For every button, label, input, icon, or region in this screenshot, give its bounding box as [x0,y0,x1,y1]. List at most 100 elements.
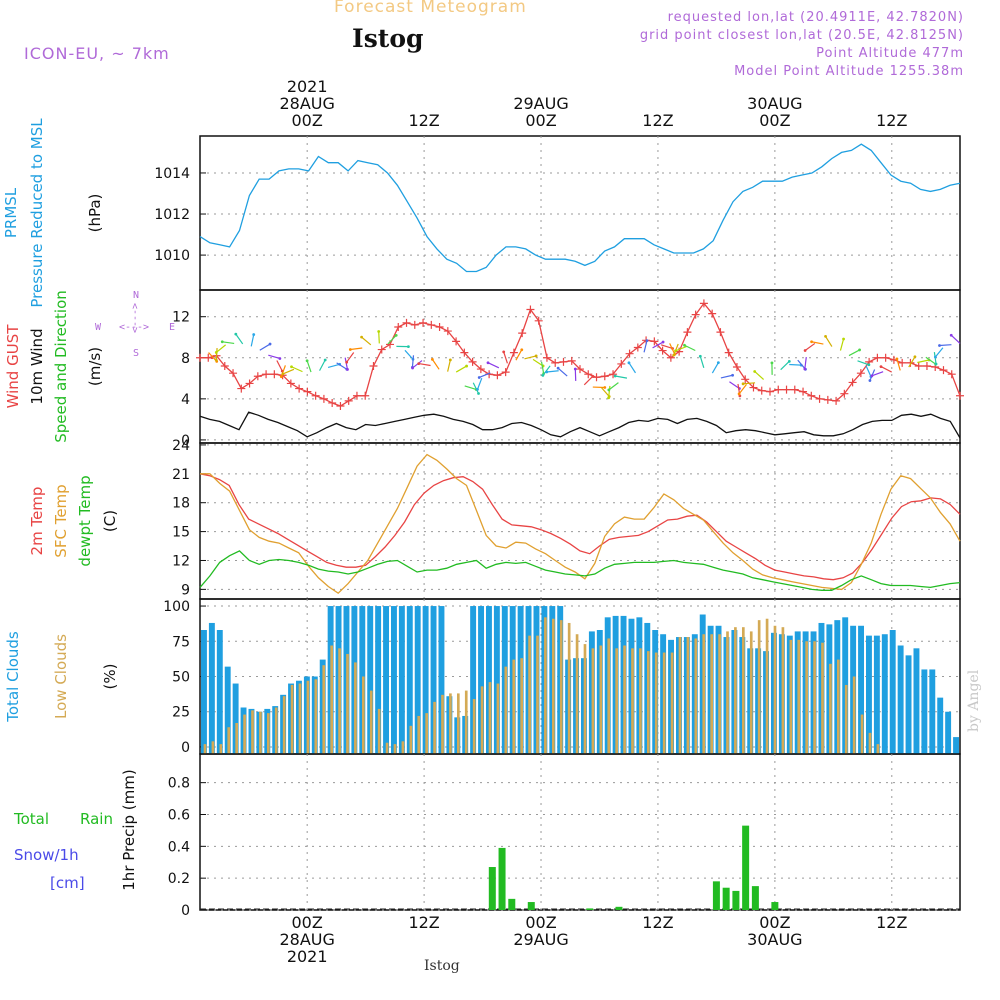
gust-marker [633,343,642,352]
wind-arrow [738,384,747,395]
cloud-bar-low [607,638,611,754]
y-tick-label: 0.6 [168,807,190,823]
dir-legend-ns: <---> [130,303,141,333]
wind-arrow [404,349,414,360]
gust-marker [650,337,659,346]
gust-marker [542,353,551,362]
wind-arrow-head [220,340,224,344]
cloud-bar-low [425,713,428,754]
cloud-bar-low [401,741,405,754]
cloud-bar-low [282,696,286,754]
cloud-bar-low [836,659,840,754]
wind-arrow [804,342,816,351]
wind-arrow-head [281,372,285,376]
wind-arrow [608,385,611,398]
precip-bar [742,825,750,910]
cloud-bar-low [243,714,246,754]
gust-marker [311,391,320,400]
cloud-bar-total [953,737,959,754]
cloud-bar-total [391,606,397,754]
gust-marker [476,365,485,374]
cloud-bar-low [227,727,231,754]
cloud-bar-low [773,625,777,754]
axis-label-clouds: Low Clouds [52,634,70,719]
wind-arrow-head [477,392,480,395]
top-time-label: 2021 [287,77,328,96]
top-time-label: 29AUG [513,94,568,113]
cloud-bar-low [599,645,603,754]
wind-arrow [532,358,544,367]
gust-marker [699,299,708,308]
y-tick-label: 0.8 [168,776,190,792]
cloud-bar-low [734,627,737,754]
wind-arrow-head [753,370,757,373]
wind-arrow [628,362,637,374]
cloud-bar-low [852,676,856,754]
gust-marker [419,318,428,327]
wind-arrow [447,359,451,372]
wind-arrow [684,344,696,352]
wind-arrow-head [448,358,452,362]
gust-marker [526,305,535,314]
wind-arrow-head [627,361,631,365]
cloud-bar-total [866,635,872,754]
cloud-bar-low [868,732,872,754]
wind-arrow-head [698,354,702,358]
wind-arrow-head [607,388,611,392]
gust-marker [658,346,667,355]
cloud-bar-low [211,741,215,754]
axis-label-precip: Snow/1h [14,846,79,864]
cloud-bar-low [464,690,468,754]
wind-arrow-head [933,355,937,359]
top-time-label: 00Z [525,111,556,130]
wind-arrow [378,331,380,344]
series-line-sfc-temp [200,453,961,595]
wind-arrow-head [938,344,941,347]
precip-bar [712,881,720,910]
wind-arrow [336,362,348,370]
wind-arrow-head [842,337,845,341]
cloud-bar-low [377,708,381,754]
cloud-bar-low [583,644,587,754]
cloud-bar-low [369,690,373,754]
y-tick-label: 0.4 [168,839,190,855]
y-tick-label: 1014 [154,166,190,182]
wind-arrow [327,363,340,368]
gust-marker [237,384,246,393]
cloud-bar-low [314,679,318,754]
series-line-wind-gust [200,302,961,407]
wind-arrow-head [858,348,861,352]
requested-coords: requested lon,lat (20.4911E, 42.7820N) [667,10,964,25]
top-time-label: 12Z [876,111,907,130]
gust-marker [303,387,312,396]
cloud-bar-low [718,634,721,754]
wind-arrow [215,348,218,361]
wind-arrow-head [268,342,272,346]
wind-arrow [515,349,523,361]
gust-marker [295,384,304,393]
wind-arrow [608,382,619,391]
cloud-bar-low [512,659,516,754]
wind-arrow [652,341,664,349]
cloud-bar-low [765,618,769,754]
gust-marker [443,327,452,336]
wind-arrow [361,336,372,346]
wind-arrow-head [672,353,676,357]
y-tick-label: 8 [181,351,190,367]
wind-arrow [825,336,833,347]
wind-arrow [754,371,764,380]
wind-arrow-head [913,355,917,359]
wind-arrow [411,355,415,368]
y-tick-label: 4 [181,392,190,408]
wind-arrow-head [417,362,421,365]
gust-marker [625,349,634,358]
bottom-time-label: 12Z [408,913,439,932]
point-altitude: Point Altitude 477m [816,46,964,61]
precip-bar [527,902,535,910]
dir-legend-arrow: <---> [119,322,149,333]
gust-marker [253,372,262,381]
gust-marker [840,389,849,398]
cloud-bar-total [921,669,928,754]
gust-marker [815,394,824,403]
wind-arrow-head [214,351,218,354]
